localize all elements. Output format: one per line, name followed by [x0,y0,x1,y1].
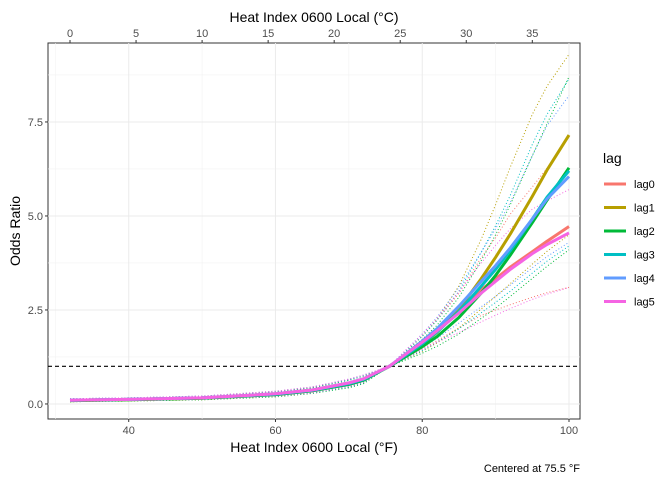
x-top-tick-label: 30 [460,28,472,40]
x-top-tick-label: 35 [526,28,538,40]
x-top-axis-title: Heat Index 0600 Local (°C) [229,9,398,25]
y-tick-label: 2.5 [28,305,43,317]
x-top-tick-label: 10 [196,28,208,40]
x-top-tick-label: 25 [394,28,406,40]
x-top-tick-label: 0 [67,28,73,40]
axes: 0.0 2.5 5.0 7.5 40 60 80 100 0 5 10 15 20 25 30 35 [28,28,578,437]
x-bottom-tick-label: 60 [269,425,281,437]
x-bottom-tick-label: 100 [560,425,578,437]
x-top-tick-label: 5 [133,28,139,40]
x-top-tick-label: 20 [328,28,340,40]
y-tick-label: 7.5 [28,117,43,129]
ci-lower-lag2 [69,249,570,403]
x-bottom-tick-label: 40 [123,425,135,437]
legend-label-lag1: lag1 [634,203,655,215]
legend-label-lag2: lag2 [634,226,655,238]
series-line-lag5 [69,231,570,402]
y-tick-label: 5.0 [28,211,43,223]
x-bottom-tick-label: 80 [416,425,428,437]
legend-title: lag [603,150,622,166]
plot-panel [47,42,581,420]
x-top-tick-label: 15 [262,28,274,40]
legend-label-lag3: lag3 [634,250,655,262]
legend: lag lag0 lag1 lag2 lag3 lag4 lag5 [603,150,655,309]
x-bottom-axis-title: Heat Index 0600 Local (°F) [230,439,397,455]
y-tick-label: 0.0 [28,399,43,411]
caption: Centered at 75.5 °F [484,463,580,475]
series-lines [69,134,571,403]
y-axis-title: Odds Ratio [7,196,23,266]
grid-lines [48,43,580,419]
legend-label-lag4: lag4 [634,273,655,285]
legend-label-lag0: lag0 [634,179,655,191]
legend-label-lag5: lag5 [634,297,655,309]
